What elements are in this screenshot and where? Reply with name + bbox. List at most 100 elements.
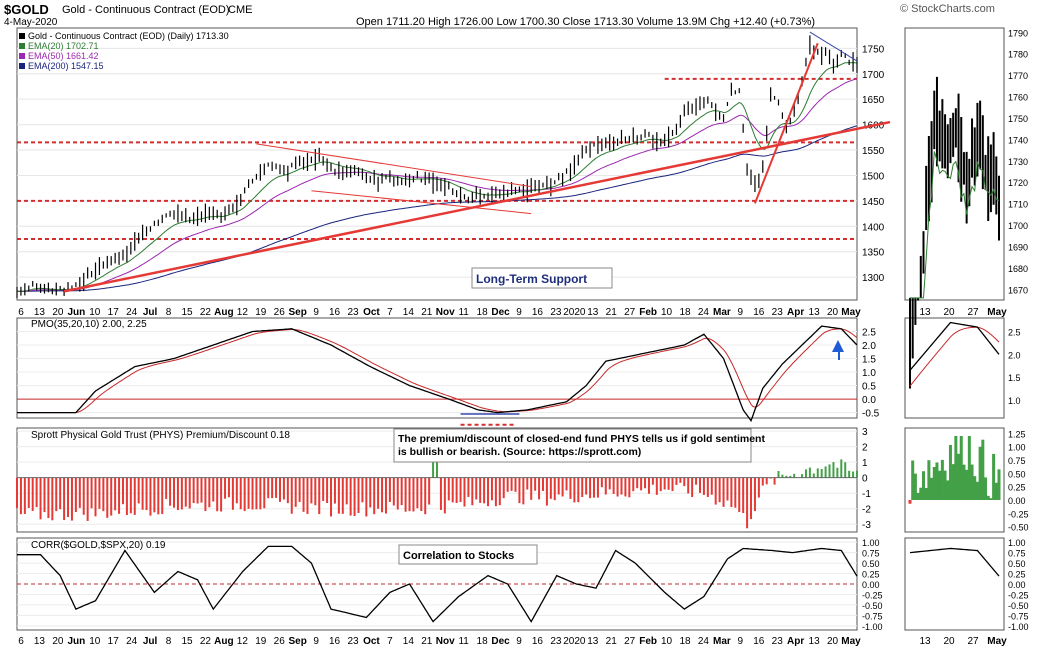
phys-bar <box>424 477 427 515</box>
zoom-pmo-tick: 2.0 <box>1008 350 1021 360</box>
x-axis-label-bottom: Mar <box>713 636 731 647</box>
phys-bar <box>801 474 804 478</box>
zoom-corr-tick: 0.00 <box>1008 580 1026 590</box>
phys-bar <box>98 477 101 509</box>
zoom-phys-tick: 1.00 <box>1008 443 1026 453</box>
zoom-phys-bar <box>992 453 996 500</box>
x-axis-label-bottom: Nov <box>436 636 455 647</box>
x-axis-label-bottom: 6 <box>18 636 24 647</box>
phys-bar <box>518 477 521 504</box>
x-axis-label: May <box>841 307 861 318</box>
phys-bar <box>121 477 124 505</box>
phys-bar <box>463 477 466 507</box>
phys-bar <box>612 477 615 494</box>
zoom-corr-tick: 0.50 <box>1008 559 1026 569</box>
phys-bar <box>557 477 560 495</box>
legend-swatch <box>19 63 25 69</box>
phys-bar <box>581 477 584 498</box>
x-axis-label: 10 <box>661 307 673 318</box>
phys-bar <box>255 477 258 510</box>
x-axis-label: 13 <box>34 307 46 318</box>
phys-bar <box>404 477 407 512</box>
phys-bar <box>561 477 564 497</box>
phys-bar <box>47 477 50 519</box>
steep-trend-line <box>754 42 819 204</box>
zoom-phys-bar <box>994 482 998 500</box>
callout-long-term-support: Long-Term Support <box>476 272 587 286</box>
phys-bar <box>644 477 647 489</box>
zoom-phys-bar <box>951 464 955 500</box>
x-axis-label-bottom: 18 <box>679 636 691 647</box>
x-axis-label: 24 <box>126 307 138 318</box>
x-axis-label-bottom: May <box>841 636 861 647</box>
phys-bar <box>679 477 682 483</box>
price-tick-label: 1350 <box>862 248 885 259</box>
phys-bar <box>816 468 819 478</box>
legend-swatch <box>19 33 25 39</box>
price-legend-item: Gold - Continuous Contract (EOD) (Daily)… <box>28 31 229 41</box>
x-axis-label-bottom: 7 <box>387 636 393 647</box>
zoom-pmo-signal <box>909 326 1000 387</box>
zoom-phys-tick: 0.25 <box>1008 483 1026 493</box>
phys-bar <box>141 477 144 510</box>
zoom-phys-bar <box>940 459 944 500</box>
phys-legend: Sprott Physical Gold Trust (PHYS) Premiu… <box>31 430 290 441</box>
zoom-phys-bar <box>930 477 934 500</box>
triangle-upper-line <box>256 143 532 188</box>
phys-bar <box>27 477 30 508</box>
zoom-phys-bar <box>970 464 974 500</box>
zoom-phys-bar <box>997 469 1001 500</box>
zoom-phys-bar <box>965 469 969 500</box>
zoom-price-tick: 1680 <box>1008 264 1028 274</box>
phys-bar <box>16 477 18 509</box>
phys-bar <box>600 477 603 488</box>
phys-bar <box>235 477 238 504</box>
price-legend-item: EMA(20) 1702.71 <box>28 41 99 51</box>
phys-bar <box>263 477 266 509</box>
x-axis-label: 9 <box>313 307 319 318</box>
phys-bar <box>145 477 148 511</box>
phys-bar <box>349 477 352 516</box>
phys-bar <box>471 477 474 506</box>
phys-bar <box>102 477 105 512</box>
panel-pmo-zoom <box>904 317 1005 419</box>
phys-bar <box>565 477 568 491</box>
phys-bar <box>204 477 207 512</box>
phys-bar <box>94 477 97 517</box>
phys-bar <box>243 477 246 512</box>
phys-bar <box>345 477 348 505</box>
short-resistance-line <box>809 31 858 62</box>
quote-line: Open 1711.20 High 1726.00 Low 1700.30 Cl… <box>356 16 816 28</box>
x-axis-label: 23 <box>347 307 359 318</box>
x-axis-label-bottom: 16 <box>329 636 341 647</box>
phys-bar <box>541 477 544 491</box>
phys-bar <box>734 477 737 508</box>
phys-bar <box>777 471 780 478</box>
x-axis-label: 23 <box>550 307 562 318</box>
phys-bar <box>365 477 368 517</box>
phys-note-line: The premium/discount of closed-end fund … <box>398 433 765 445</box>
phys-bar <box>188 477 191 509</box>
phys-bar <box>844 462 847 478</box>
zoom-phys-bar <box>919 487 923 500</box>
x-axis-label-bottom: 16 <box>532 636 544 647</box>
x-axis-label: 9 <box>738 307 744 318</box>
phys-bar <box>310 477 313 504</box>
x-axis-label: Aug <box>214 307 233 318</box>
zoom-price-tick: 1710 <box>1008 200 1028 210</box>
pmo-legend: PMO(35,20,10) 2.00, 2.25 <box>31 319 147 330</box>
zoom-phys-bar <box>916 492 920 500</box>
phys-bar <box>31 477 34 511</box>
zoom-phys-bar <box>924 488 928 500</box>
phys-bar <box>333 477 336 504</box>
x-axis-label-bottom: 10 <box>89 636 101 647</box>
x-axis-label-bottom: 19 <box>255 636 267 647</box>
phys-bar <box>353 477 356 516</box>
x-axis-label-bottom: 9 <box>738 636 744 647</box>
phys-bar <box>632 477 635 492</box>
pmo-tick-label: 0.0 <box>862 395 876 406</box>
zoom-price-tick: 1720 <box>1008 178 1028 188</box>
zoom-corr-tick: -0.75 <box>1008 611 1029 621</box>
phys-bar <box>620 477 623 495</box>
phys-bar <box>357 477 360 514</box>
